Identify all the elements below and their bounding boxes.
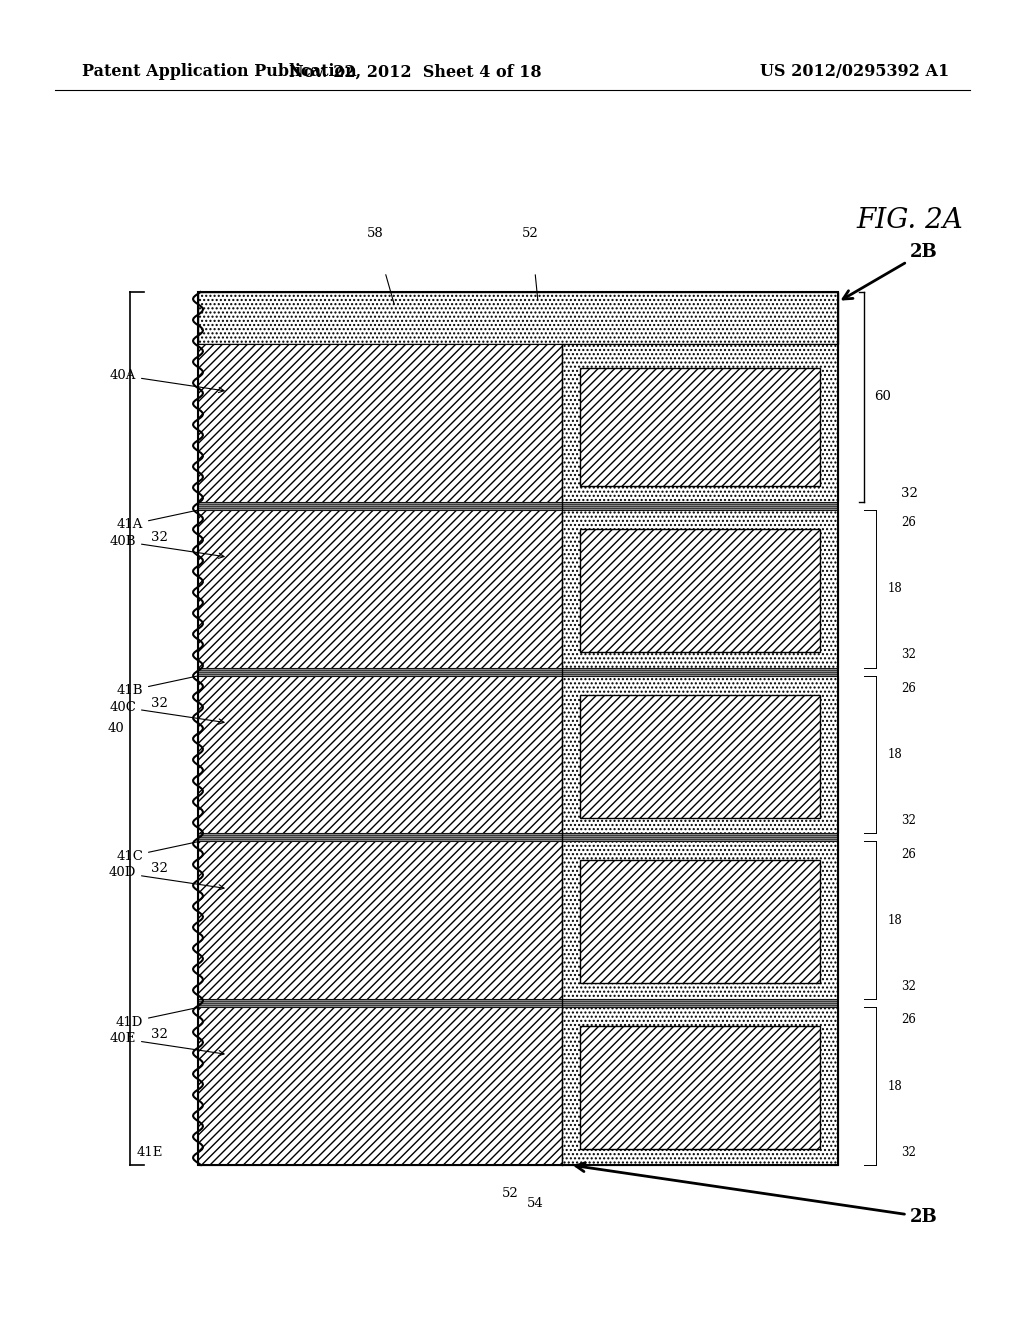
Bar <box>562 1007 838 1166</box>
Bar <box>580 694 820 817</box>
Text: 52: 52 <box>502 1187 518 1200</box>
Text: 2B: 2B <box>843 243 938 300</box>
Text: 58: 58 <box>367 227 383 240</box>
Bar <box>580 368 820 486</box>
Bar <box>198 345 562 502</box>
Text: 40A: 40A <box>110 370 224 392</box>
Text: 32: 32 <box>152 697 168 710</box>
Text: 18: 18 <box>888 1080 903 1093</box>
Text: 32: 32 <box>901 1146 915 1159</box>
Bar <box>198 502 838 510</box>
Text: 32: 32 <box>901 814 915 828</box>
Bar <box>562 676 838 833</box>
Text: 26: 26 <box>901 847 915 861</box>
Text: Nov. 22, 2012  Sheet 4 of 18: Nov. 22, 2012 Sheet 4 of 18 <box>289 63 542 81</box>
Text: 32: 32 <box>901 487 918 500</box>
Bar <box>580 861 820 983</box>
Bar <box>198 676 562 833</box>
Text: 18: 18 <box>888 913 903 927</box>
Text: 54: 54 <box>526 1197 544 1210</box>
Text: 52: 52 <box>521 227 539 240</box>
Text: 18: 18 <box>888 748 903 762</box>
Bar <box>198 292 838 1166</box>
Text: 40C: 40C <box>110 701 224 725</box>
Text: 32: 32 <box>901 979 915 993</box>
Bar <box>562 510 838 668</box>
Text: 41C: 41C <box>116 837 214 863</box>
Bar <box>580 1026 820 1150</box>
Text: 32: 32 <box>152 862 168 875</box>
Text: 41D: 41D <box>116 1003 214 1028</box>
Bar <box>562 841 838 999</box>
Text: 26: 26 <box>901 1014 915 1027</box>
Bar <box>198 1007 562 1166</box>
Text: 18: 18 <box>888 582 903 595</box>
Text: 40E: 40E <box>110 1032 224 1056</box>
Text: 32: 32 <box>152 531 168 544</box>
Text: 40B: 40B <box>110 535 224 558</box>
Text: 40: 40 <box>108 722 124 735</box>
Text: FIG. 2A: FIG. 2A <box>857 206 964 234</box>
Text: 32: 32 <box>152 1028 168 1041</box>
Bar <box>198 510 562 668</box>
Bar <box>580 529 820 652</box>
Text: Patent Application Publication: Patent Application Publication <box>82 63 356 81</box>
Text: 41E: 41E <box>136 1147 163 1159</box>
Text: 26: 26 <box>901 681 915 694</box>
Text: 26: 26 <box>901 516 915 529</box>
Text: 32: 32 <box>901 648 915 661</box>
Bar <box>562 345 838 502</box>
Bar <box>198 292 838 345</box>
Text: 2B: 2B <box>575 1163 938 1226</box>
Bar <box>198 841 562 999</box>
Bar <box>198 668 838 676</box>
Text: 41B: 41B <box>117 671 214 697</box>
Bar <box>198 999 838 1007</box>
Bar <box>198 833 838 841</box>
Text: 41A: 41A <box>117 506 214 531</box>
Text: 40D: 40D <box>109 866 224 890</box>
Text: US 2012/0295392 A1: US 2012/0295392 A1 <box>760 63 949 81</box>
Text: 60: 60 <box>874 391 891 404</box>
